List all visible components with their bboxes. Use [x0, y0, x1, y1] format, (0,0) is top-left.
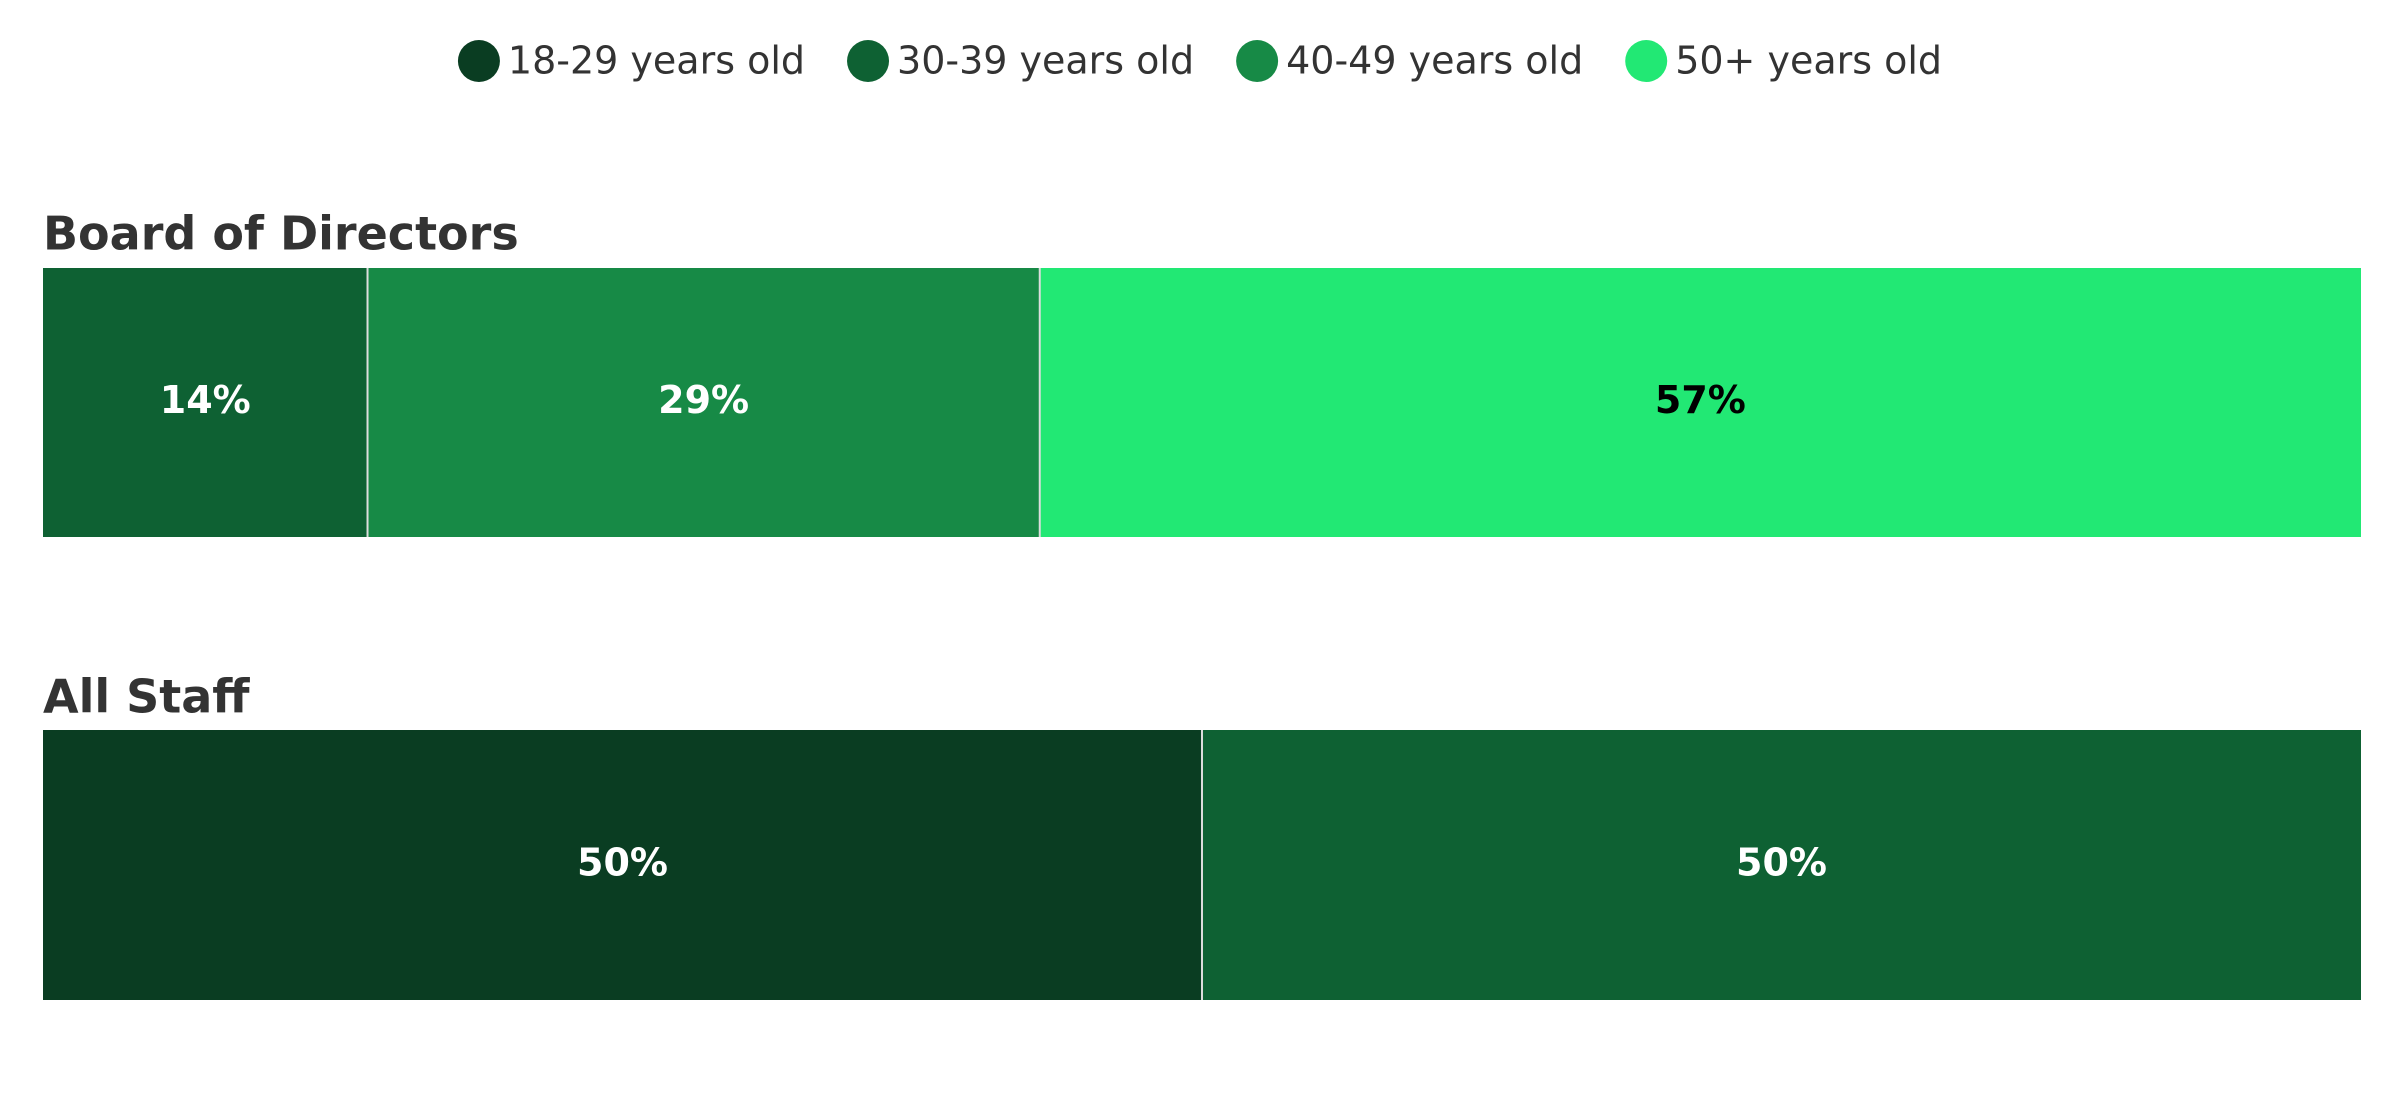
- legend-label: 40-49 years old: [1286, 39, 1583, 83]
- value-label: 29%: [658, 378, 749, 422]
- legend-swatch: [1236, 40, 1279, 82]
- value-label: 50%: [577, 841, 668, 885]
- bar-segment: [1202, 730, 2361, 1000]
- value-label: 50%: [1736, 841, 1827, 885]
- bar-segment: [43, 268, 368, 537]
- category-label: All Staff: [43, 670, 250, 724]
- value-label: 14%: [160, 378, 251, 422]
- legend-label: 30-39 years old: [897, 39, 1194, 83]
- legend-swatch: [847, 40, 890, 82]
- legend-label: 50+ years old: [1675, 39, 1942, 83]
- legend-label: 18-29 years old: [508, 39, 805, 83]
- bar-segment: [367, 268, 1040, 537]
- bar-segment: [1039, 268, 2361, 537]
- value-label: 57%: [1655, 378, 1746, 422]
- category-label: Board of Directors: [43, 207, 519, 261]
- legend-swatch: [457, 40, 500, 82]
- bar-segment: [43, 730, 1202, 1000]
- legend-swatch: [1625, 40, 1668, 82]
